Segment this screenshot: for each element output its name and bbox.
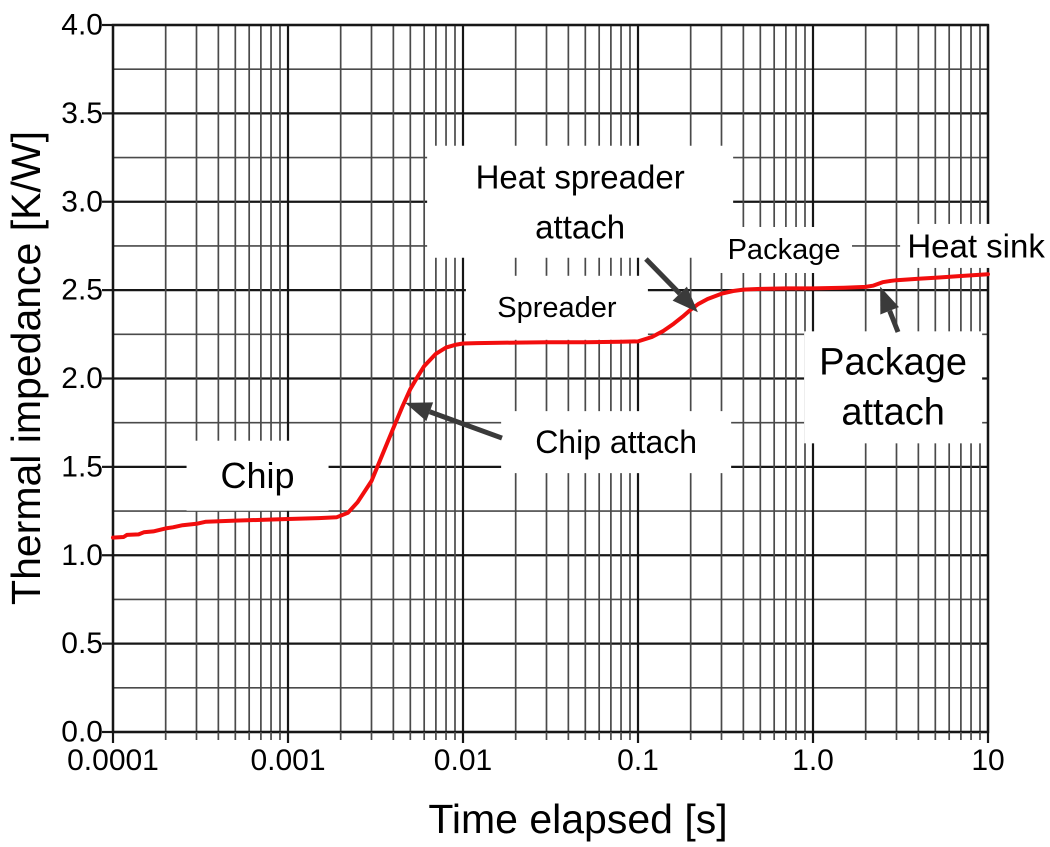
annotation-label-heat-sink: Heat sink — [907, 227, 1045, 264]
annotation-label-heat-spreader-attach: Heat spreader — [476, 158, 685, 195]
y-axis-title: Thermal impedance [K/W] — [3, 131, 49, 605]
annotation-label-chip-attach: Chip attach — [535, 424, 697, 460]
annotation-box-chip-attach — [501, 411, 732, 474]
package-attach-arrow-line — [887, 309, 901, 333]
x-tick-label: 10 — [971, 744, 1004, 777]
heat-spreader-attach-arrow-head — [672, 286, 698, 313]
y-tick-label: 3.0 — [61, 185, 103, 218]
tick-labels: 0.0001 0.001 0.01 0.1 1.0 10 0.0 0.5 1.0 1.5 2.0 2.… — [61, 9, 1004, 778]
package-attach-arrow-head — [880, 286, 899, 315]
annotation-label-chip: Chip — [221, 455, 295, 496]
annotation-arrows — [405, 257, 901, 441]
x-tick-label: 0.0001 — [67, 744, 159, 777]
annotation-label-package-attach: Package — [819, 341, 967, 383]
y-tick-label: 2.5 — [61, 274, 103, 307]
y-tick-label: 0.5 — [61, 627, 103, 660]
y-tick-label: 4.0 — [61, 9, 103, 42]
annotation-box-heat-spreader-attach — [427, 145, 734, 258]
chip-attach-arrow-line — [428, 409, 503, 441]
y-tick-label: 1.5 — [61, 450, 103, 483]
chip-attach-arrow-head — [405, 402, 434, 422]
annotation-label-package-attach: attach — [841, 391, 945, 433]
y-tick-label: 3.5 — [61, 97, 103, 130]
x-axis-title: Time elapsed [s] — [428, 796, 727, 842]
x-tick-label: 0.01 — [434, 744, 492, 777]
annotation-boxes — [186, 145, 1050, 511]
annotation-box-heat-sink — [900, 223, 1050, 268]
annotation-labels: Chip Chip attach Spreader Heat spreader atta… — [221, 158, 1046, 496]
heat-spreader-attach-arrow-line — [644, 257, 682, 296]
y-tick-label: 2.0 — [61, 362, 103, 395]
annotation-label-spreader: Spreader — [497, 292, 617, 324]
annotation-box-chip — [186, 440, 329, 511]
y-tick-label: 1.0 — [61, 539, 103, 572]
annotation-box-package — [716, 227, 853, 274]
thermal-impedance-curve — [111, 272, 990, 540]
x-tick-label: 1.0 — [792, 744, 834, 777]
x-tick-label: 0.001 — [250, 744, 325, 777]
annotation-box-package-attach — [804, 331, 983, 444]
x-tick-label: 0.1 — [617, 744, 659, 777]
y-tick-label: 0.0 — [61, 716, 103, 749]
annotation-label-heat-spreader-attach: attach — [535, 208, 625, 245]
axis-ticks — [102, 23, 990, 743]
annotation-label-package: Package — [728, 234, 841, 266]
annotation-box-spreader — [465, 275, 648, 340]
data-curve — [111, 272, 990, 540]
